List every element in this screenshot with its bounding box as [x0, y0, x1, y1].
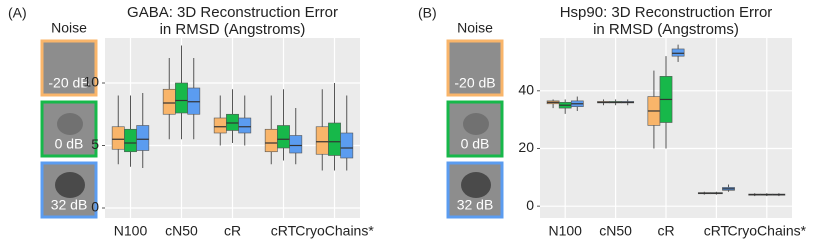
y-tick-label: 40: [518, 81, 534, 97]
panel-label: (B): [418, 5, 437, 21]
noise-image: [40, 100, 98, 158]
x-tick-label: cR: [657, 223, 674, 239]
x-tick-label: N100: [548, 223, 582, 239]
box: [328, 122, 341, 156]
panel-label: (A): [8, 5, 27, 21]
x-tick-label: cR: [224, 223, 241, 239]
box: [111, 126, 125, 150]
particle: [461, 172, 491, 198]
x-tick-label: cRT: [704, 223, 730, 239]
y-tick-label: 20: [518, 139, 534, 155]
legend-title: Noise: [51, 20, 87, 36]
x-tick-label: cN50: [599, 223, 632, 239]
legend-title: Noise: [457, 20, 493, 36]
legend-label: 32 dB: [457, 197, 494, 213]
particle: [57, 113, 83, 135]
box: [671, 48, 685, 57]
particle: [463, 113, 489, 135]
box: [213, 117, 227, 134]
y-tick-label: 10: [83, 74, 99, 90]
box: [187, 87, 201, 115]
box: [124, 128, 137, 153]
box: [289, 135, 303, 154]
chart-title: in RMSD (Angstroms): [160, 21, 306, 38]
box: [315, 126, 329, 155]
chart-title: Hsp90: 3D Reconstruction Error: [560, 4, 773, 21]
chart-title: in RMSD (Angstroms): [593, 21, 739, 38]
y-tick-label: 5: [91, 136, 99, 152]
legend-label: 0 dB: [461, 136, 490, 152]
noise-image: [446, 39, 504, 97]
legend-label: 0 dB: [55, 136, 84, 152]
x-tick-label: CryoChains*: [728, 223, 807, 239]
box: [277, 125, 290, 149]
x-tick-label: cRT: [271, 223, 297, 239]
box: [264, 128, 278, 153]
y-tick-label: 0: [526, 197, 534, 213]
y-tick-label: 0: [91, 199, 99, 215]
legend-label: -20 dB: [48, 75, 89, 91]
box: [340, 132, 354, 159]
particle: [55, 172, 85, 198]
box: [226, 113, 239, 131]
box: [136, 125, 150, 151]
box: [162, 88, 176, 115]
x-tick-label: CryoChains*: [295, 223, 374, 239]
legend-label: 32 dB: [51, 197, 88, 213]
legend-label: -20 dB: [454, 75, 495, 91]
box: [238, 117, 252, 134]
noise-image: [40, 39, 98, 97]
chart-title: GABA: 3D Reconstruction Error: [127, 4, 338, 21]
box: [175, 82, 188, 114]
x-tick-label: N100: [114, 223, 148, 239]
x-tick-label: cN50: [165, 223, 198, 239]
